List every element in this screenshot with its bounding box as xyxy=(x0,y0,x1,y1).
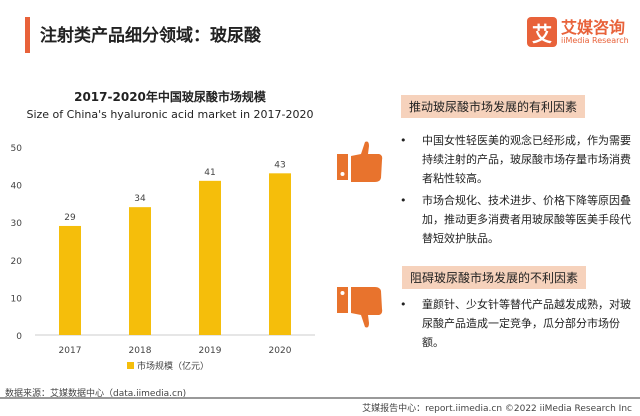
logo: 艾 艾媒咨询 iiMedia Research xyxy=(527,17,629,47)
y-tick-label: 40 xyxy=(11,182,23,192)
chart-subtitle: Size of China's hyaluronic acid market i… xyxy=(26,108,314,121)
thumbs-down-icon xyxy=(337,287,383,328)
logo-cn: 艾媒咨询 xyxy=(561,17,626,37)
bar xyxy=(59,225,81,335)
x-tick-label: 2018 xyxy=(129,346,152,356)
list-item: 市场合规化、技术进步、价格下降等原因叠加，推动更多消费者用玻尿酸等医美手段代替短… xyxy=(396,191,634,248)
y-tick-label: 0 xyxy=(16,332,22,342)
bar-chart: 0 10 20 30 40 50 29 2017 34 2018 41 2019 43 2020 市场规模（… xyxy=(11,144,315,372)
data-label: 34 xyxy=(134,194,146,204)
list-item: 童颜针、少女针等替代产品越发成熟，对玻尿酸产品造成一定竞争，瓜分部分市场份额。 xyxy=(396,295,634,352)
favorable-list: 中国女性轻医美的观念已经形成，作为需要持续注射的产品，玻尿酸市场存量市场消费者粘… xyxy=(396,131,634,251)
bar xyxy=(269,173,291,335)
data-label: 29 xyxy=(64,213,76,223)
list-item: 中国女性轻医美的观念已经形成，作为需要持续注射的产品，玻尿酸市场存量市场消费者粘… xyxy=(396,131,634,188)
bar xyxy=(129,207,151,335)
x-tick-label: 2019 xyxy=(199,346,222,356)
x-tick-label: 2017 xyxy=(59,346,82,356)
data-source: 数据来源：艾媒数据中心（data.iimedia.cn) xyxy=(5,389,187,399)
bar xyxy=(199,180,221,335)
chart-title: 2017-2020年中国玻尿酸市场规模 xyxy=(74,90,266,104)
favorable-heading: 推动玻尿酸市场发展的有利因素 xyxy=(401,95,586,118)
data-label: 43 xyxy=(274,160,285,170)
y-tick-label: 10 xyxy=(11,294,23,304)
title-accent-bar xyxy=(25,17,30,53)
data-label: 41 xyxy=(204,168,215,178)
logo-mark: 艾 xyxy=(527,17,557,47)
y-tick-label: 50 xyxy=(11,144,23,154)
legend-label: 市场规模（亿元） xyxy=(137,360,209,372)
unfavorable-heading: 阻碍玻尿酸市场发展的不利因素 xyxy=(402,266,587,289)
logo-en: iiMedia Research xyxy=(561,35,629,45)
footer-divider xyxy=(0,397,640,399)
y-tick-label: 20 xyxy=(11,257,23,267)
page-title: 注射类产品细分领域：玻尿酸 xyxy=(40,26,261,46)
x-tick-label: 2020 xyxy=(269,346,292,356)
thumbs-up-icon xyxy=(337,141,383,182)
legend-swatch xyxy=(127,362,134,369)
unfavorable-list: 童颜针、少女针等替代产品越发成熟，对玻尿酸产品造成一定竞争，瓜分部分市场份额。 xyxy=(396,295,634,355)
y-tick-label: 30 xyxy=(11,219,23,229)
footer-text: 艾媒报告中心：report.iimedia.cn ©2022 iiMedia R… xyxy=(362,404,632,414)
